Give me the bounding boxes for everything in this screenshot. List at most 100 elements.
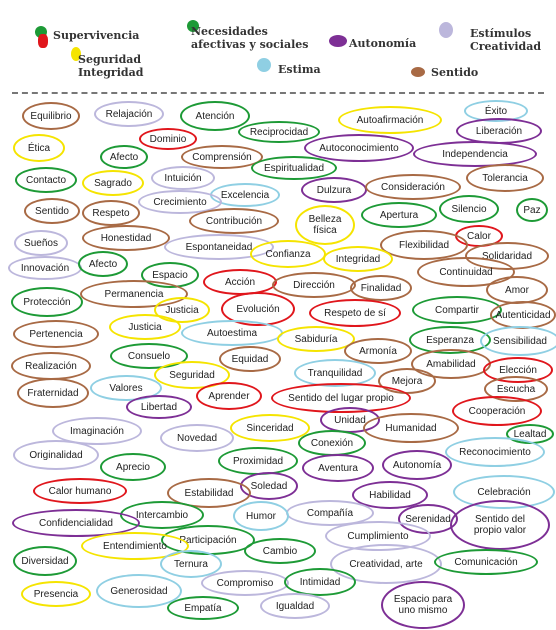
value-word: Estabilidad <box>167 478 251 508</box>
value-word: Sentido <box>24 198 80 224</box>
value-word: Valores <box>90 375 162 401</box>
value-word: Autoafirmación <box>338 106 442 134</box>
value-word: Crecimiento <box>138 190 222 214</box>
value-word: Dominio <box>139 128 197 150</box>
value-word: Amor <box>486 276 548 304</box>
value-word: Compartir <box>412 296 502 324</box>
value-word: Contribución <box>189 208 279 234</box>
value-word: Acción <box>203 269 277 295</box>
value-word: Igualdad <box>260 593 330 619</box>
value-word: Justicia <box>109 314 181 340</box>
legend-autonomia: Autonomía <box>349 37 417 50</box>
value-word: Honestidad <box>82 225 170 251</box>
value-word: Seguridad <box>154 361 230 389</box>
value-word: Finalidad <box>350 275 412 301</box>
value-word: Fraternidad <box>17 378 89 408</box>
needs-word-sheet: Equilibrio Relajación Atención Autoafirmaci… <box>8 97 556 630</box>
value-word: Contacto <box>15 167 77 193</box>
yellow-pin-icon <box>71 47 81 61</box>
value-word: Apertura <box>361 202 437 228</box>
value-word: Calor humano <box>33 478 127 504</box>
value-word: Respeto <box>82 200 140 226</box>
value-word: Entendimiento <box>81 532 189 560</box>
value-word: Autoestima <box>181 320 283 346</box>
purple-pin-icon <box>329 35 347 47</box>
value-word: Novedad <box>160 424 234 452</box>
value-word: Ética <box>13 134 65 162</box>
value-word: Independencia <box>413 141 537 167</box>
value-word: Aprender <box>196 382 262 410</box>
value-word: Diversidad <box>13 546 77 576</box>
value-word: Aventura <box>302 454 374 482</box>
value-word: Sinceridad <box>230 414 310 442</box>
green-pin-icon <box>187 20 199 32</box>
value-word: Dulzura <box>301 177 367 203</box>
value-word: Tolerancia <box>466 164 544 192</box>
value-word: Afecto <box>100 145 148 169</box>
value-word: Flexibilidad <box>380 230 468 260</box>
value-word: Armonía <box>344 338 412 364</box>
value-word: Libertad <box>126 395 192 419</box>
value-word: Afecto <box>78 251 128 277</box>
value-word: Autenticidad <box>490 301 556 329</box>
value-word: Autoconocimiento <box>304 134 414 162</box>
value-word: Atención <box>180 101 250 131</box>
value-word: Equidad <box>219 346 281 372</box>
value-word: Reconocimiento <box>445 437 545 467</box>
legend-estima: Estima <box>278 63 321 76</box>
value-word: Conexión <box>298 430 366 456</box>
value-word: Protección <box>11 287 83 317</box>
value-word: Respeto de sí <box>309 299 401 327</box>
value-word: Imaginación <box>52 417 142 445</box>
value-word: Consuelo <box>110 343 188 369</box>
value-word: Sensibilidad <box>480 326 556 356</box>
value-word: Intuición <box>151 166 215 190</box>
value-word: Espacio para uno mismo <box>381 581 465 629</box>
blue-pin-icon <box>257 58 271 72</box>
value-word: Equilibrio <box>22 102 80 130</box>
value-word: Generosidad <box>96 574 182 608</box>
value-word: Sabiduría <box>277 326 355 352</box>
value-word: Paz <box>516 198 548 222</box>
value-word: Pertenencia <box>13 320 99 348</box>
value-word: Originalidad <box>13 440 99 470</box>
red-green-pin-icon-lower <box>38 34 48 48</box>
value-word: Realización <box>11 352 91 380</box>
value-word: Innovación <box>8 256 82 280</box>
legend-estimulos: Estímulos Creatividad <box>470 27 542 53</box>
value-word: Confidencialidad <box>12 509 140 537</box>
value-word: Belleza física <box>295 205 355 245</box>
value-word: Proximidad <box>218 447 298 475</box>
value-word: Confianza <box>250 240 326 268</box>
value-word: Humanidad <box>363 413 459 443</box>
legend: Supervivencia Necesidades afectivas y so… <box>0 0 556 92</box>
value-word: Permanencia <box>80 280 188 308</box>
value-word: Ternura <box>160 550 222 578</box>
legend-supervivencia: Supervivencia <box>53 29 140 42</box>
value-word: Justicia <box>154 297 210 323</box>
value-word: Presencia <box>21 581 91 607</box>
value-word: Relajación <box>94 101 164 127</box>
value-word: Empatía <box>167 596 239 620</box>
value-word: Cooperación <box>452 396 542 426</box>
value-word: Dirección <box>272 272 356 298</box>
brown-pin-icon <box>411 67 425 77</box>
value-word: Cambio <box>244 538 316 564</box>
lavender-pin-icon <box>439 22 453 38</box>
value-word: Intimidad <box>284 568 356 596</box>
value-word: Comunicación <box>434 549 538 575</box>
value-word: Integridad <box>323 246 393 272</box>
value-word: Consideración <box>365 174 461 200</box>
dashed-divider <box>12 92 544 94</box>
value-word: Reciprocidad <box>238 121 320 143</box>
value-word: Sueños <box>14 230 68 256</box>
value-word: Aprecio <box>100 453 166 481</box>
value-word: Compromiso <box>201 570 289 596</box>
value-word: Autonomía <box>382 450 452 480</box>
value-word: Continuidad <box>417 257 515 287</box>
value-word: Espiritualidad <box>251 156 337 180</box>
legend-necesidades: Necesidades afectivas y sociales <box>191 25 309 51</box>
value-word: Comprensión <box>181 145 263 169</box>
value-word: Silencio <box>439 195 499 223</box>
legend-seguridad: Seguridad Integridad <box>78 53 144 79</box>
